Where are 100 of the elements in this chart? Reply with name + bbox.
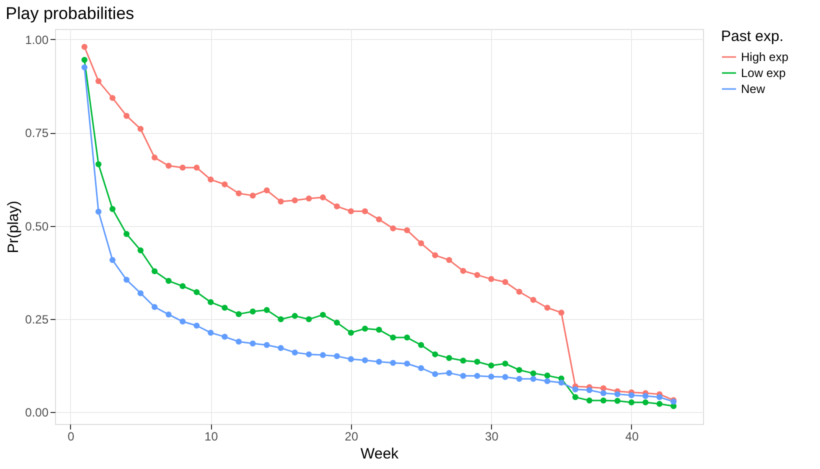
point: [124, 230, 130, 237]
y-tick-label: 0.50: [25, 219, 49, 234]
point: [572, 394, 578, 400]
point: [572, 386, 578, 392]
point: [544, 304, 550, 311]
point: [334, 353, 340, 360]
x-tick-label: 20: [344, 430, 358, 444]
point: [418, 240, 424, 246]
point: [474, 272, 480, 278]
point: [502, 360, 508, 367]
point: [460, 358, 466, 364]
point: [460, 268, 466, 274]
point: [264, 342, 270, 348]
point: [278, 198, 284, 205]
point: [292, 197, 298, 204]
point: [334, 203, 340, 210]
point: [558, 380, 564, 386]
point: [208, 176, 214, 183]
point: [544, 378, 550, 384]
point: [544, 372, 550, 379]
point: [418, 342, 424, 348]
point: [530, 376, 536, 382]
point: [194, 289, 200, 296]
point: [222, 304, 228, 311]
point: [110, 257, 116, 264]
point: [432, 252, 438, 258]
point: [446, 257, 452, 264]
point: [488, 362, 494, 368]
point: [516, 376, 522, 382]
legend-label: New: [741, 82, 766, 96]
x-tick-label: 30: [485, 430, 499, 444]
point: [95, 161, 102, 168]
point: [264, 306, 270, 313]
point: [166, 162, 172, 169]
point: [348, 330, 354, 336]
x-tick-label: 40: [625, 430, 639, 444]
point: [152, 154, 158, 161]
legend-title: Past exp.: [721, 28, 784, 45]
point: [194, 322, 200, 329]
point: [474, 372, 480, 379]
point: [110, 94, 116, 101]
point: [180, 283, 186, 290]
point: [320, 194, 326, 200]
point: [488, 374, 494, 380]
point: [81, 56, 88, 63]
point: [656, 400, 663, 407]
point: [81, 44, 88, 50]
point: [236, 190, 242, 196]
point: [320, 312, 326, 318]
point: [306, 196, 312, 202]
point: [586, 398, 592, 404]
point: [95, 78, 102, 84]
point: [488, 276, 494, 282]
point: [95, 208, 102, 215]
point: [292, 349, 298, 356]
point: [656, 394, 663, 400]
point: [348, 356, 354, 362]
point: [81, 64, 88, 70]
legend-label: Low exp: [741, 66, 786, 80]
point: [432, 351, 438, 358]
point: [250, 340, 256, 347]
point: [446, 355, 452, 362]
chart-title: Play probabilities: [6, 4, 134, 23]
point: [600, 398, 606, 404]
point: [208, 330, 214, 336]
point: [110, 206, 116, 212]
point: [390, 225, 396, 232]
point: [152, 268, 158, 274]
point: [236, 338, 242, 345]
point: [474, 358, 480, 365]
point: [432, 371, 438, 378]
point: [250, 308, 256, 314]
point: [516, 288, 522, 295]
point: [306, 316, 312, 322]
point: [166, 278, 172, 284]
x-tick-label: 0: [68, 430, 75, 444]
point: [614, 391, 620, 398]
point: [628, 399, 634, 406]
point: [460, 372, 466, 379]
point: [418, 365, 424, 372]
y-tick-label: 1.00: [25, 32, 49, 47]
y-tick-label: 0.25: [25, 312, 49, 326]
point: [362, 208, 368, 214]
point: [628, 392, 634, 398]
point: [558, 310, 564, 316]
point: [138, 290, 144, 296]
point: [264, 187, 270, 194]
point: [320, 352, 326, 358]
point: [334, 320, 340, 326]
point: [306, 351, 312, 358]
point: [278, 344, 284, 351]
point: [292, 312, 298, 319]
point: [376, 326, 382, 333]
point: [138, 247, 144, 254]
point: [250, 192, 256, 199]
point: [138, 126, 144, 132]
point: [516, 366, 522, 373]
point: [404, 360, 410, 367]
point: [642, 393, 648, 400]
point: [586, 387, 592, 394]
